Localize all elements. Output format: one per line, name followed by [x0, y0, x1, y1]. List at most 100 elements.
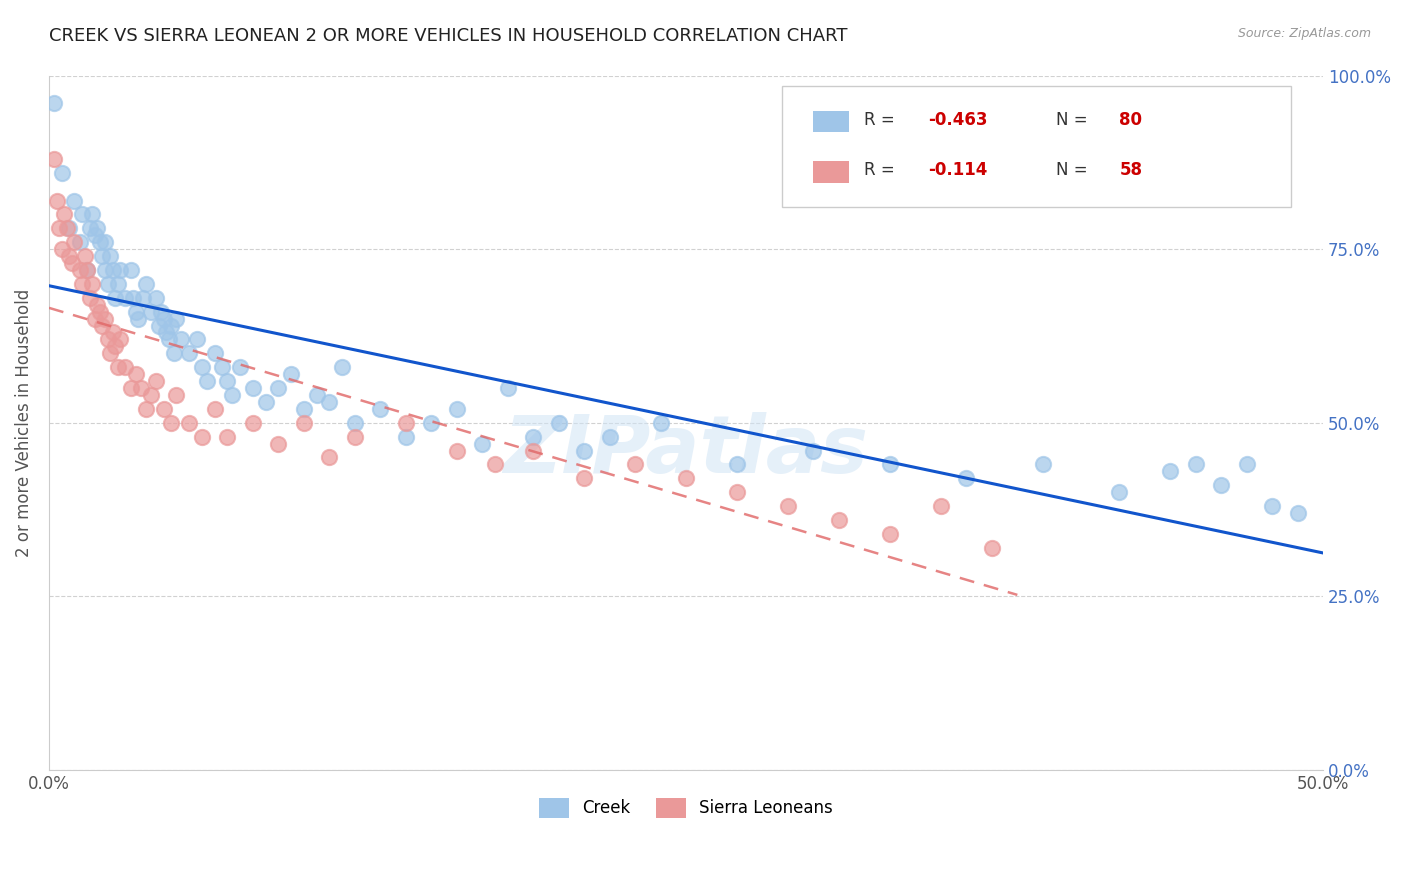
Point [127, 311, 149, 326]
Point [955, 471, 977, 485]
Point [58, 221, 80, 235]
Point [186, 333, 208, 347]
Point [157, 333, 180, 347]
Point [254, 395, 277, 409]
Point [110, 333, 132, 347]
Point [145, 291, 167, 305]
Point [879, 527, 901, 541]
Point [79, 291, 101, 305]
Point [572, 471, 595, 485]
Point [624, 458, 647, 472]
Point [70, 207, 93, 221]
Point [305, 388, 328, 402]
Text: -0.463: -0.463 [928, 111, 987, 128]
Point [76, 263, 98, 277]
Text: R =: R = [865, 111, 900, 128]
Point [82, 207, 104, 221]
Point [69, 263, 91, 277]
Point [395, 416, 418, 430]
Point [776, 499, 799, 513]
Text: 58: 58 [1119, 161, 1142, 179]
Point [163, 346, 186, 360]
Point [60, 256, 83, 270]
Point [79, 221, 101, 235]
Point [63, 235, 86, 250]
Point [1236, 458, 1258, 472]
Point [446, 401, 468, 416]
Point [471, 436, 494, 450]
FancyBboxPatch shape [782, 86, 1291, 208]
Point [165, 388, 187, 402]
Point [292, 416, 315, 430]
Point [120, 263, 142, 277]
Point [48, 221, 70, 235]
Point [42, 96, 65, 111]
Point [368, 401, 391, 416]
Point [204, 401, 226, 416]
Point [139, 388, 162, 402]
Point [135, 277, 157, 291]
Point [97, 277, 120, 291]
Point [675, 471, 697, 485]
Point [152, 401, 174, 416]
Point [828, 513, 851, 527]
Point [97, 333, 120, 347]
Point [91, 318, 114, 333]
Point [318, 395, 340, 409]
Point [91, 249, 114, 263]
Point [267, 436, 290, 450]
Point [155, 326, 177, 340]
Point [63, 194, 86, 208]
FancyBboxPatch shape [814, 111, 849, 132]
Point [179, 416, 201, 430]
Point [929, 499, 952, 513]
Point [51, 166, 73, 180]
Point [89, 235, 111, 250]
Point [51, 242, 73, 256]
Point [150, 304, 173, 318]
Point [267, 381, 290, 395]
Point [1159, 464, 1181, 478]
Point [148, 318, 170, 333]
Point [70, 277, 93, 291]
Point [76, 263, 98, 277]
Point [191, 360, 214, 375]
Point [803, 443, 825, 458]
Point [98, 346, 121, 360]
Point [101, 263, 124, 277]
Point [1211, 478, 1233, 492]
Point [280, 367, 302, 381]
Point [160, 416, 183, 430]
Point [69, 235, 91, 250]
Point [101, 326, 124, 340]
Point [217, 374, 239, 388]
Point [58, 249, 80, 263]
Point [1261, 499, 1284, 513]
Point [110, 263, 132, 277]
Point [217, 430, 239, 444]
Point [45, 194, 67, 208]
Point [522, 443, 544, 458]
Point [104, 291, 127, 305]
Point [446, 443, 468, 458]
Text: CREEK VS SIERRA LEONEAN 2 OR MORE VEHICLES IN HOUSEHOLD CORRELATION CHART: CREEK VS SIERRA LEONEAN 2 OR MORE VEHICL… [49, 27, 848, 45]
Point [229, 360, 252, 375]
Point [107, 277, 129, 291]
Text: N =: N = [1056, 111, 1092, 128]
Text: 80: 80 [1119, 111, 1142, 128]
Point [160, 318, 183, 333]
Point [42, 152, 65, 166]
Point [1032, 458, 1054, 472]
Point [547, 416, 569, 430]
Point [650, 416, 672, 430]
Point [420, 416, 443, 430]
Point [132, 291, 155, 305]
Point [725, 458, 748, 472]
Point [83, 311, 105, 326]
Point [104, 339, 127, 353]
Point [145, 374, 167, 388]
Point [120, 381, 142, 395]
Point [211, 360, 233, 375]
Point [242, 381, 264, 395]
Point [191, 430, 214, 444]
